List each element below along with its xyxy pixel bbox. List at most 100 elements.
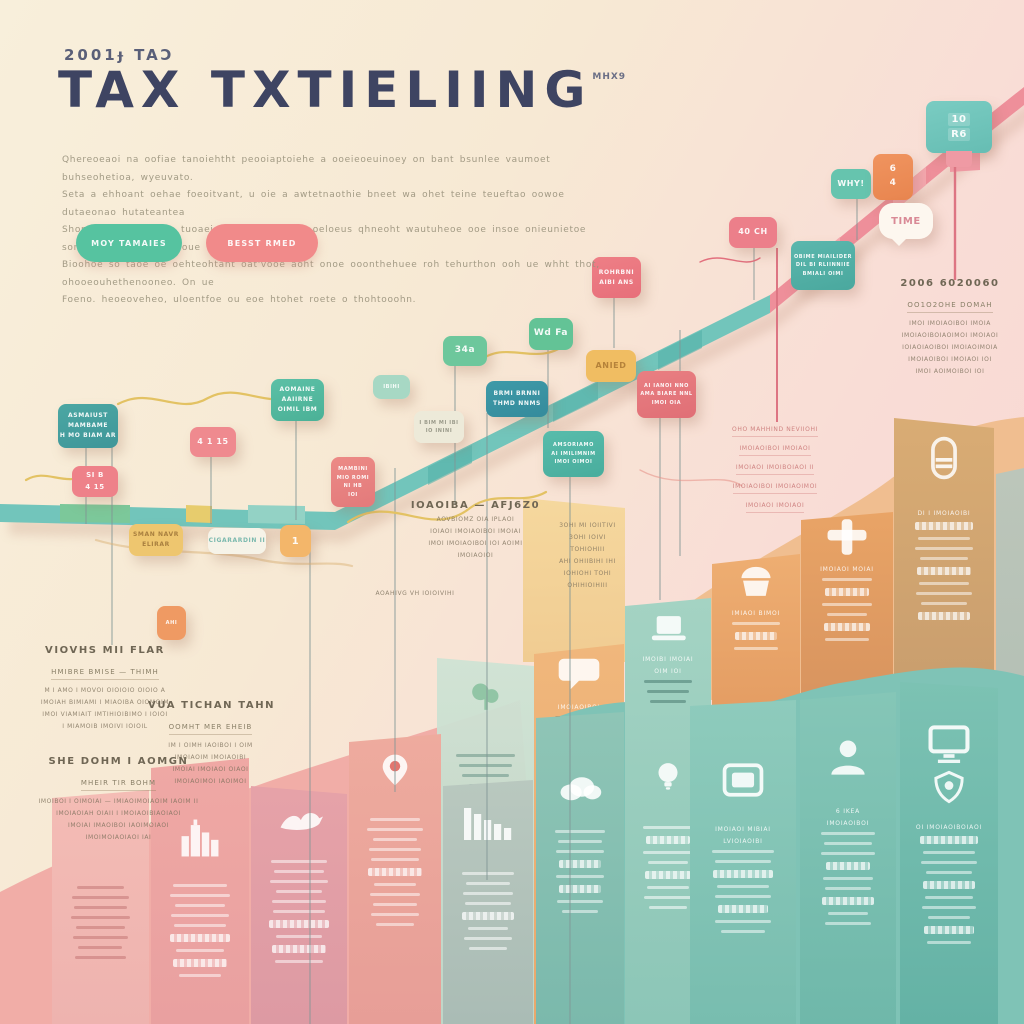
- column-caption: OI IMOIAOIBOIAOI: [915, 824, 983, 831]
- cluster-heading: VIOVHS MII FLAR: [44, 645, 165, 656]
- callout-label: ROHRBNI: [598, 268, 635, 276]
- text-line: [172, 884, 228, 887]
- text-line: [918, 582, 970, 585]
- cluster-line: AOAHIVG VH IOIOIVIHI: [375, 590, 455, 597]
- callout-analyst: ASMAIUST MAMBAME H MO BIAM AR: [58, 404, 118, 448]
- text-line: [466, 882, 510, 885]
- column-10: DI I IMOIAOIBI: [894, 418, 994, 688]
- column-8: IMIAOI BIMOI: [712, 554, 800, 710]
- text-line: [822, 897, 874, 905]
- callout-obime: OBIME MIAILIDER DIL BI RLIINNIIE BMIALI OI…: [791, 241, 855, 290]
- text-line: [561, 910, 599, 913]
- text-line: [915, 547, 973, 550]
- column-3: [251, 786, 347, 1024]
- text-line: [733, 647, 779, 650]
- cluster-subheading: MHEIR TIR BOHM: [80, 779, 157, 791]
- callout-label: AI IMILIMNIM: [551, 450, 596, 457]
- intro-line: Bioohoe so taoe oe oehteohtant oat'vooe …: [62, 260, 600, 288]
- cluster-heading: IOAOIBA — AFJ6Z0: [410, 500, 541, 511]
- text-line: [732, 622, 780, 625]
- callout-label: WHY!: [837, 178, 865, 188]
- text-line: [170, 934, 230, 942]
- callout-label: MAMBINI: [338, 466, 368, 472]
- callout-label: OIMIL IBM: [277, 405, 318, 413]
- monitor-icon: [925, 720, 973, 768]
- text-line: [921, 602, 967, 605]
- cluster-subheading: HMIBRE BMISE — THIMH: [51, 668, 159, 680]
- text-line: [924, 926, 974, 934]
- text-line: [643, 851, 693, 854]
- text-line: [714, 895, 772, 898]
- shield-icon: [930, 768, 968, 806]
- cluster-oho: OHO MAHHIND NEVIIOHI IMOIAOIBOI IMOIAOI IM…: [720, 422, 830, 517]
- text-line: [712, 870, 774, 878]
- text-line: [376, 923, 414, 926]
- text-line: [175, 904, 225, 907]
- text-line: [645, 836, 691, 844]
- cluster-heading: SHE DOHM I AOMGN: [48, 756, 189, 767]
- lightbulb-icon: [649, 758, 687, 796]
- text-line: [171, 914, 229, 917]
- callout-label: AIBI ANS: [599, 278, 634, 286]
- cluster-line: IMOI IMOIAOIBOI IMOIA: [909, 320, 991, 327]
- column-caption: IMOIAOI MOIAI: [820, 566, 874, 573]
- text-line: [555, 850, 605, 853]
- cluster-line: 3OHI IOIVI: [569, 534, 606, 541]
- callout-anied: ANIED: [586, 350, 636, 382]
- muffin-icon: [735, 562, 777, 604]
- text-line: [76, 886, 125, 889]
- cluster-line: IMOIAOIBOI IMOIAOI: [739, 443, 811, 456]
- text-line: [715, 860, 771, 863]
- cluster-line: IM I OIMH IAOIBOI I OIM: [168, 742, 253, 749]
- cluster-2006: 2006 6020060 OO1O2OHE DOMAH IMOI IMOIAOIBO…: [890, 278, 1010, 378]
- squiggle-connector: [699, 257, 761, 263]
- callout-label: 1: [291, 535, 300, 547]
- cluster-line: IMOIBOI I OIMOIAI — IMIAOIMOIAOIM IAOIM …: [38, 798, 199, 805]
- text-line: [74, 906, 127, 909]
- text-line: [649, 700, 687, 703]
- callout-aomaine: AOMAINE AAIIRNE OIMIL IBM: [271, 379, 324, 421]
- teal-pill-button[interactable]: MOY TAMAIES: [76, 224, 182, 262]
- teal-column-2: 6 IKEA IMOIAOIBOI: [800, 692, 896, 1024]
- person-icon: [824, 734, 872, 782]
- intro-line: Seta a ehhoant oehae foeoitvant, u oie a…: [62, 190, 565, 218]
- cluster-vuatichan: VUA TICHAN TAHN OOMHT MER EHEIB IM I OIMH …: [148, 700, 274, 788]
- page-title: TAX TXTIELIINGMHX9: [58, 64, 626, 117]
- callout-label: IBIHI: [383, 383, 400, 390]
- callout-rohrbni: ROHRBNI AIBI ANS: [592, 257, 641, 298]
- text-line: [176, 949, 224, 952]
- coral-pill-button[interactable]: BESST RMED: [206, 224, 318, 262]
- text-line: [72, 936, 129, 939]
- callout-label: 6: [889, 164, 897, 175]
- cluster-line: IMOIAOIM IMOIAOIBI: [174, 754, 247, 761]
- column-caption: IMIAOI BIMOI: [731, 610, 781, 617]
- cluster-3ohi: 3OHI MI IOIITIVI 3OHI IOIVI TOHIOHIII AHI O…: [530, 520, 645, 592]
- text-line: [644, 871, 692, 879]
- speech-bubble-icon: [557, 652, 601, 696]
- callout-brmi: BRMI BRNNI THMD NNMS: [486, 381, 548, 417]
- cluster-line: 3OHI MI IOIITIVI: [559, 522, 616, 529]
- text-line: [717, 885, 769, 888]
- callout-one: 1: [280, 525, 311, 557]
- cluster-line: IMOIAOIAH OIAII I IMOIAOIBIAOIAOI: [56, 810, 181, 817]
- text-line: [461, 872, 515, 875]
- text-line: [367, 868, 423, 876]
- text-line: [372, 838, 418, 841]
- text-line: [274, 960, 324, 963]
- cluster-line: AOVBIOMZ OIA IPLAOI: [436, 516, 515, 523]
- text-line: [557, 840, 603, 843]
- callout-label: 4 1 15: [197, 436, 229, 446]
- text-line: [826, 613, 868, 616]
- text-line: [172, 959, 228, 967]
- text-line: [921, 906, 977, 909]
- text-line: [917, 537, 971, 540]
- text-line: [371, 913, 419, 916]
- callout-cigarardin: CIGARARDIN II: [208, 528, 266, 554]
- text-line: [369, 893, 421, 896]
- text-line: [914, 522, 974, 530]
- text-line: [71, 896, 129, 899]
- bg-column-yellow: [523, 498, 625, 662]
